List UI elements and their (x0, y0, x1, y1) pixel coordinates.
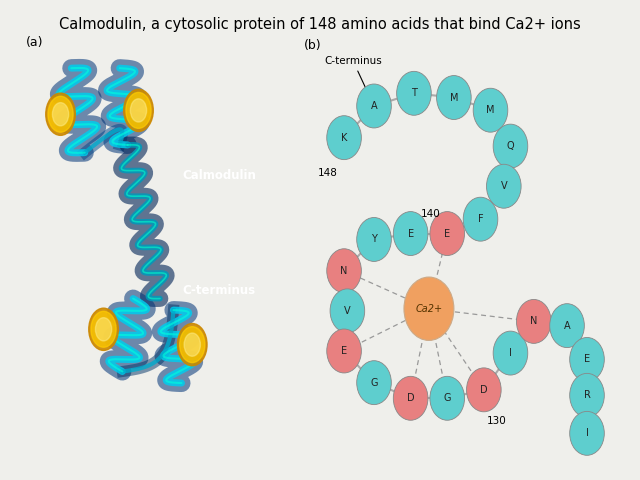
Circle shape (493, 331, 528, 375)
Text: N: N (530, 316, 538, 326)
Text: E: E (341, 346, 347, 356)
Circle shape (570, 337, 604, 382)
Text: F: F (477, 214, 483, 224)
Circle shape (46, 93, 76, 135)
Circle shape (430, 212, 465, 255)
Circle shape (486, 164, 521, 208)
Text: R: R (584, 390, 591, 400)
Circle shape (124, 89, 153, 132)
Circle shape (394, 212, 428, 255)
Text: V: V (344, 306, 351, 316)
Circle shape (131, 99, 147, 122)
Text: Y: Y (371, 234, 377, 244)
Circle shape (327, 116, 362, 160)
Text: M: M (450, 93, 458, 103)
Circle shape (436, 75, 471, 120)
Circle shape (327, 249, 362, 293)
Circle shape (180, 327, 205, 362)
Circle shape (356, 84, 391, 128)
Circle shape (330, 289, 365, 333)
Circle shape (327, 329, 362, 373)
Text: 140: 140 (421, 209, 440, 219)
Text: C-terminus: C-terminus (182, 284, 256, 298)
Text: T: T (411, 88, 417, 98)
Text: G: G (371, 378, 378, 388)
Text: M: M (486, 105, 495, 115)
Circle shape (177, 324, 207, 366)
Text: 130: 130 (487, 416, 507, 426)
Text: V: V (500, 181, 507, 191)
Text: Calmodulin: Calmodulin (182, 169, 256, 182)
Text: E: E (584, 354, 590, 364)
Circle shape (356, 360, 391, 405)
Text: (b): (b) (304, 39, 322, 52)
Circle shape (430, 376, 465, 420)
Circle shape (126, 93, 151, 128)
Circle shape (89, 308, 118, 350)
Circle shape (394, 376, 428, 420)
Text: Q: Q (507, 141, 515, 151)
Circle shape (467, 368, 501, 412)
Text: E: E (408, 228, 413, 239)
Circle shape (550, 304, 584, 348)
Text: A: A (371, 101, 378, 111)
Text: (a): (a) (26, 36, 43, 48)
Text: I: I (509, 348, 512, 358)
Text: N: N (340, 266, 348, 276)
Text: 148: 148 (317, 168, 337, 178)
Circle shape (48, 96, 73, 132)
Text: G: G (444, 393, 451, 403)
Text: D: D (480, 385, 488, 395)
Circle shape (91, 312, 116, 347)
Text: E: E (444, 228, 451, 239)
Text: I: I (586, 428, 588, 438)
Circle shape (356, 217, 391, 262)
Circle shape (493, 124, 528, 168)
Text: D: D (407, 393, 415, 403)
Circle shape (52, 103, 68, 126)
Circle shape (404, 277, 454, 340)
Circle shape (397, 72, 431, 115)
Circle shape (516, 300, 551, 343)
Circle shape (95, 318, 112, 341)
Circle shape (570, 373, 604, 417)
Text: Ca2+: Ca2+ (415, 304, 442, 314)
Text: A: A (564, 321, 570, 331)
Text: K: K (341, 132, 348, 143)
Circle shape (473, 88, 508, 132)
Text: Calmodulin, a cytosolic protein of 148 amino acids that bind Ca2+ ions: Calmodulin, a cytosolic protein of 148 a… (59, 17, 581, 32)
Circle shape (570, 411, 604, 456)
Circle shape (184, 333, 200, 356)
Text: C-terminus: C-terminus (324, 56, 382, 104)
Circle shape (463, 197, 498, 241)
